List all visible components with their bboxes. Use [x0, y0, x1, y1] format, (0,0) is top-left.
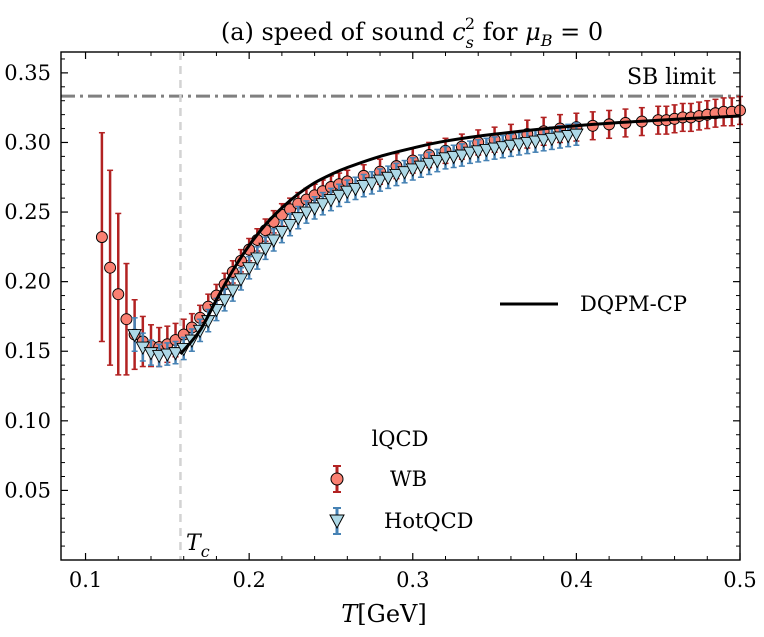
hotqcd-point: [430, 155, 445, 169]
sb-limit-label: SB limit: [627, 65, 716, 90]
hotqcd-point: [380, 171, 396, 186]
hotqcd-point: [274, 226, 290, 240]
hotqcd-point: [331, 189, 347, 204]
hotqcd-point: [151, 349, 167, 364]
hotqcd-point: [544, 132, 560, 147]
hotqcd-point: [511, 138, 527, 152]
hotqcd-point: [503, 139, 519, 154]
wb-series: [95, 95, 746, 376]
wb-point: [104, 261, 117, 274]
axis-ticks: 0.1 0.2 0.3 0.4 0.5 0.05 0.10 0.15 0.20 0.25 0.30 0…: [4, 52, 757, 592]
hotqcd-point: [520, 137, 535, 151]
plot-frame: [60, 51, 741, 561]
dqpm-cp-line: [179, 114, 741, 355]
hotqcd-point: [168, 347, 183, 361]
legend-wb-label: WB: [390, 467, 427, 491]
hotqcd-point: [569, 128, 584, 143]
hotqcd-point: [446, 150, 461, 165]
hotqcd-point: [356, 180, 371, 194]
hotqcd-point: [127, 329, 142, 343]
legend-dqpm-label: DQPM-CP: [580, 292, 687, 316]
hotqcd-point: [233, 273, 249, 287]
hotqcd-point: [299, 206, 314, 220]
hotqcd-point: [438, 152, 453, 166]
legend-lqcd-title: lQCD: [372, 427, 429, 451]
hotqcd-point: [495, 141, 511, 155]
hotqcd-point: [397, 166, 412, 180]
hotqcd-point: [241, 262, 257, 276]
hotqcd-point: [487, 142, 502, 156]
hotqcd-point: [217, 294, 232, 308]
hotqcd-point: [266, 234, 281, 248]
hotqcd-point: [348, 182, 363, 197]
y-tick-label: 0.25: [4, 200, 51, 224]
hotqcd-point: [454, 149, 470, 163]
wb-point: [120, 313, 133, 326]
hotqcd-point: [250, 252, 265, 266]
hotqcd-point: [372, 174, 388, 188]
hotqcd-point: [462, 146, 478, 161]
hotqcd-point: [258, 242, 273, 257]
hotqcd-point: [470, 145, 486, 159]
plot-area: [61, 52, 746, 560]
hotqcd-point: [528, 135, 543, 150]
hotqcd-point: [225, 284, 241, 298]
hotqcd-point: [340, 185, 355, 200]
hotqcd-point: [389, 169, 404, 183]
hotqcd-series: [127, 122, 584, 368]
hotqcd-point: [290, 212, 306, 226]
hotqcd-point: [536, 134, 551, 148]
x-tick-label: 0.3: [396, 568, 429, 592]
hotqcd-point: [315, 198, 331, 212]
hotqcd-point: [413, 160, 429, 175]
x-tick-label: 0.5: [723, 568, 756, 592]
wb-point: [95, 231, 108, 244]
hotqcd-point: [421, 157, 437, 172]
chart-title: (a) speed of sound cs2 for μB = 0: [221, 14, 603, 52]
legend-hotqcd-marker: [329, 507, 345, 535]
tc-label: Tc: [186, 531, 210, 561]
y-tick-label: 0.05: [4, 478, 51, 502]
y-tick-label: 0.15: [4, 339, 51, 363]
x-axis-title: T[GeV]: [341, 600, 426, 628]
legend-lqcd: lQCD WB HotQCD: [329, 427, 474, 535]
hotqcd-point: [282, 219, 298, 233]
y-tick-label: 0.10: [4, 409, 51, 433]
x-tick-label: 0.2: [232, 568, 265, 592]
hotqcd-point: [479, 143, 494, 158]
x-tick-label: 0.1: [69, 568, 102, 592]
legend-dqpm: DQPM-CP: [500, 292, 687, 316]
legend-hotqcd-label: HotQCD: [384, 509, 474, 533]
y-tick-label: 0.30: [4, 130, 51, 154]
hotqcd-point: [323, 194, 339, 208]
hotqcd-point: [364, 177, 380, 191]
y-tick-label: 0.35: [4, 61, 51, 85]
hotqcd-point: [552, 131, 568, 145]
hotqcd-point: [307, 202, 322, 216]
x-tick-label: 0.4: [560, 568, 593, 592]
wb-point: [112, 288, 125, 301]
legend-wb-marker: [330, 465, 344, 493]
y-tick-label: 0.20: [4, 270, 51, 294]
hotqcd-point: [405, 163, 421, 177]
hotqcd-point: [560, 130, 576, 144]
hotqcd-point: [160, 348, 175, 362]
